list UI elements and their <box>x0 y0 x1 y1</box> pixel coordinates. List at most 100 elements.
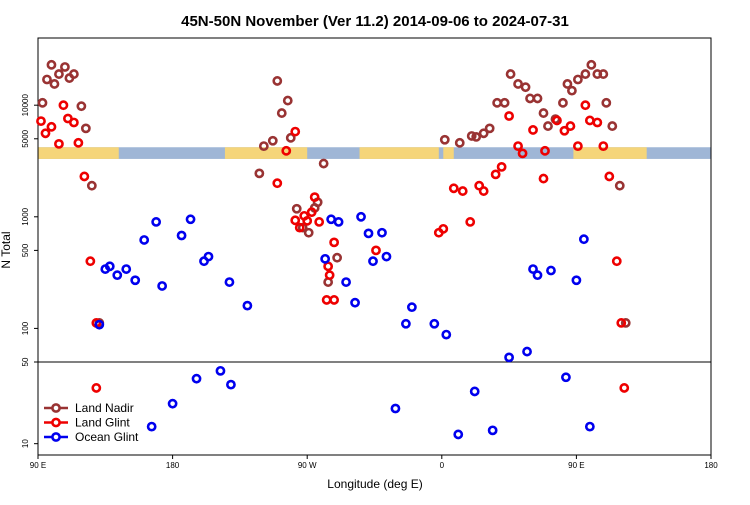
y-tick-label: 10000 <box>21 94 30 117</box>
data-point <box>401 318 411 329</box>
data-point <box>272 76 283 86</box>
data-point <box>318 158 329 169</box>
data-point <box>598 141 609 151</box>
y-tick-label: 10 <box>21 439 30 448</box>
x-tick-label: 90 W <box>298 461 317 470</box>
data-point <box>60 62 70 72</box>
data-point <box>341 277 351 287</box>
data-point <box>604 171 615 182</box>
data-point <box>68 69 79 79</box>
data-point <box>104 261 115 272</box>
data-point <box>592 117 603 128</box>
data-point <box>571 275 582 286</box>
x-axis-label: Longitude (deg E) <box>327 477 422 491</box>
data-point <box>538 173 549 184</box>
data-point <box>584 115 595 126</box>
data-point <box>580 100 591 111</box>
data-point <box>466 131 477 141</box>
data-point <box>525 93 535 104</box>
data-point <box>496 161 507 172</box>
data-point <box>619 383 630 393</box>
x-tick-label: 90 E <box>568 461 584 470</box>
data-point <box>543 121 553 131</box>
legend-marker <box>51 417 61 428</box>
data-point <box>532 270 543 281</box>
data-point <box>130 275 141 286</box>
data-point <box>504 352 514 363</box>
data-point <box>191 373 202 384</box>
data-point <box>46 59 57 70</box>
data-point <box>203 251 214 262</box>
land-segment <box>359 147 439 159</box>
data-point <box>167 398 178 409</box>
data-point <box>406 302 417 313</box>
data-point <box>620 318 631 328</box>
data-point <box>242 300 253 311</box>
data-point <box>499 97 510 108</box>
data-point <box>567 85 577 96</box>
legend-label: Land Glint <box>75 416 130 430</box>
data-point <box>586 59 597 70</box>
data-point <box>215 365 226 376</box>
data-point <box>37 97 48 108</box>
data-point <box>254 168 265 179</box>
data-point <box>457 186 468 196</box>
data-point <box>226 379 236 390</box>
legend-marker <box>51 432 61 442</box>
data-point <box>68 117 79 128</box>
data-point <box>282 95 293 106</box>
data-point <box>324 270 335 281</box>
plot-frame <box>37 37 712 456</box>
data-point <box>487 425 498 436</box>
axes: 90 E 180 90 W 0 90 E 180 50 100 500 1000 5000 10000… <box>21 37 718 470</box>
series-ocean-glint <box>94 211 595 440</box>
data-point <box>448 183 459 194</box>
data-point <box>438 223 449 234</box>
data-point <box>546 265 556 276</box>
data-point <box>281 145 292 156</box>
data-point <box>528 264 538 274</box>
data-point <box>176 230 187 241</box>
data-point <box>504 111 514 121</box>
data-point <box>46 121 57 132</box>
data-point <box>522 346 532 357</box>
data-point <box>151 217 162 227</box>
data-point <box>561 372 571 383</box>
data-point <box>465 217 476 227</box>
data-point <box>363 228 374 239</box>
data-points <box>36 59 631 440</box>
data-point <box>580 69 591 79</box>
data-point <box>54 69 64 79</box>
data-point <box>616 318 627 328</box>
data-point <box>302 215 313 226</box>
data-point <box>453 429 464 440</box>
data-point <box>441 329 452 340</box>
data-point <box>91 383 102 393</box>
data-point <box>484 123 495 134</box>
land-segment <box>38 147 119 159</box>
data-point <box>368 256 378 267</box>
data-point <box>552 115 562 126</box>
land-segment <box>443 147 454 159</box>
series-land-nadir <box>37 59 631 328</box>
data-point <box>614 180 625 191</box>
data-point <box>306 207 317 218</box>
data-point <box>224 277 235 287</box>
data-point <box>490 169 501 180</box>
data-point <box>320 253 331 264</box>
data-point <box>505 69 516 79</box>
data-point <box>439 134 450 145</box>
x-tick-label: 180 <box>704 461 718 470</box>
data-point <box>528 125 538 135</box>
legend-marker <box>51 403 61 413</box>
data-point <box>611 256 622 267</box>
data-point <box>86 180 97 191</box>
data-point <box>350 297 360 308</box>
data-point <box>538 108 549 118</box>
data-point <box>36 116 46 127</box>
data-point <box>565 121 576 131</box>
data-point <box>562 79 573 89</box>
data-point <box>157 281 168 291</box>
data-point <box>326 214 337 225</box>
legend-label: Ocean Glint <box>75 430 139 444</box>
